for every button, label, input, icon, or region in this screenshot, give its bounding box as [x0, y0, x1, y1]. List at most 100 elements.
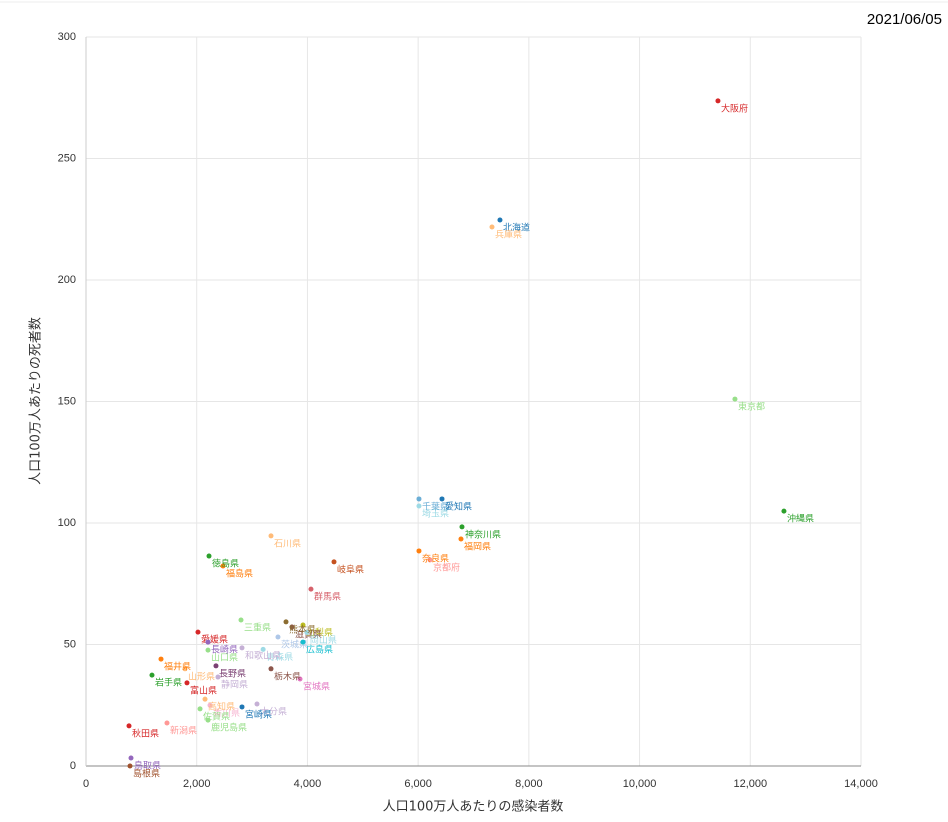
point-label: 愛知県: [445, 500, 472, 512]
x-tick-label: 6,000: [404, 778, 432, 790]
point-label: 岩手県: [155, 677, 182, 689]
point-label: 鹿児島県: [211, 722, 247, 734]
point-label: 群馬県: [314, 591, 341, 603]
y-tick-label: 100: [58, 517, 76, 529]
point-label: 和歌山県: [245, 649, 281, 661]
point-label: 石川県: [274, 538, 301, 549]
point: [164, 720, 170, 726]
point-label: 高知県: [208, 701, 235, 713]
x-tick-label: 10,000: [623, 778, 657, 790]
point-label: 大分県: [260, 706, 287, 718]
point: [260, 646, 266, 652]
point-label: 富山県: [190, 684, 217, 696]
point-label: 福岡県: [464, 541, 491, 553]
y-axis-title: 人口100万人あたりの死者数: [29, 317, 44, 485]
point: [239, 704, 245, 710]
point: [213, 663, 219, 669]
point-label: 山口県: [211, 653, 238, 664]
point-label: 宮崎県: [245, 708, 272, 720]
point: [128, 755, 134, 761]
point: [206, 553, 212, 559]
point: [207, 702, 213, 708]
point: [184, 680, 190, 686]
point: [202, 696, 208, 702]
point: [715, 98, 721, 104]
point-label: 山梨県: [306, 627, 333, 639]
point: [416, 496, 422, 502]
point: [126, 723, 132, 729]
point-label: 静岡県: [221, 679, 248, 691]
point-label: 沖縄県: [787, 513, 814, 525]
point: [439, 496, 445, 502]
y-tick-label: 150: [58, 395, 76, 407]
y-tick-label: 250: [58, 152, 76, 164]
point-label: 大阪府: [721, 102, 748, 114]
point: [254, 701, 260, 707]
point: [197, 706, 203, 712]
point-label: 島根県: [133, 768, 160, 780]
point: [289, 624, 295, 630]
point: [239, 645, 245, 651]
point-label: 埼玉県: [422, 507, 449, 519]
point-label: 愛媛県: [201, 634, 228, 646]
point: [497, 217, 503, 223]
point: [297, 676, 303, 682]
point-label: 三重県: [244, 621, 271, 633]
point: [275, 634, 281, 640]
point: [458, 536, 464, 542]
point: [489, 224, 495, 230]
point-label: 岡山県: [310, 635, 337, 646]
point-label: 山形県: [188, 670, 215, 682]
point-label: 長崎県: [211, 644, 238, 656]
point-label: 奈良県: [422, 552, 449, 564]
point-label: 新潟県: [170, 724, 197, 736]
point-label: 熊本県: [289, 623, 316, 635]
point-label: 滋賀県: [295, 629, 322, 641]
point-label: 神奈川県: [465, 528, 501, 540]
point-label: 北海道: [503, 221, 530, 233]
point: [182, 666, 188, 672]
point-label: 兵庫県: [495, 229, 522, 241]
point: [308, 586, 314, 592]
point-label: 鳥取県: [134, 759, 161, 771]
point-label: 福井県: [164, 661, 191, 673]
y-tick-label: 200: [58, 274, 76, 286]
point: [304, 629, 310, 635]
x-tick-label: 2,000: [183, 778, 211, 790]
point-label: 東京都: [738, 401, 765, 413]
point: [283, 619, 289, 625]
date-label: 2021/06/05: [867, 11, 942, 28]
point-label: 宮城県: [303, 681, 330, 693]
point-label: 京都府: [433, 561, 460, 573]
point: [416, 548, 422, 554]
point: [268, 666, 274, 672]
point-label: 千葉県: [422, 500, 449, 512]
point: [149, 672, 155, 678]
point: [331, 559, 337, 565]
point: [205, 717, 211, 723]
point: [300, 622, 306, 628]
point-label: 香川県: [213, 708, 240, 719]
point: [205, 639, 211, 645]
point: [459, 524, 465, 530]
x-tick-label: 12,000: [733, 778, 767, 790]
x-axis-title: 人口100万人あたりの感染者数: [383, 799, 564, 815]
x-tick-label: 4,000: [294, 778, 322, 790]
point: [416, 503, 422, 509]
point-label: 岐阜県: [337, 563, 364, 575]
point: [127, 763, 133, 769]
point: [732, 396, 738, 402]
point: [781, 508, 787, 514]
point: [205, 647, 211, 653]
point-label: 秋田県: [132, 727, 159, 739]
point: [215, 674, 221, 680]
y-tick-label: 0: [70, 760, 76, 772]
point: [220, 563, 226, 569]
x-tick-label: 14,000: [844, 778, 878, 790]
y-tick-label: 300: [58, 31, 76, 43]
point-label: 栃木県: [274, 670, 301, 682]
point-label: 広島県: [306, 644, 333, 656]
x-tick-label: 0: [83, 778, 89, 790]
